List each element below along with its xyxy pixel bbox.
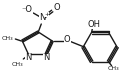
Text: CH₃: CH₃ bbox=[2, 36, 13, 41]
Text: CH₃: CH₃ bbox=[108, 66, 119, 71]
Text: N: N bbox=[39, 14, 45, 22]
Text: N: N bbox=[43, 53, 49, 62]
Text: OH: OH bbox=[87, 20, 100, 29]
Text: +: + bbox=[44, 11, 49, 16]
Text: ⁻O: ⁻O bbox=[22, 5, 33, 15]
Text: N: N bbox=[25, 53, 31, 62]
Text: CH₃: CH₃ bbox=[12, 62, 23, 67]
Text: O: O bbox=[64, 36, 71, 45]
Text: O: O bbox=[54, 4, 61, 12]
